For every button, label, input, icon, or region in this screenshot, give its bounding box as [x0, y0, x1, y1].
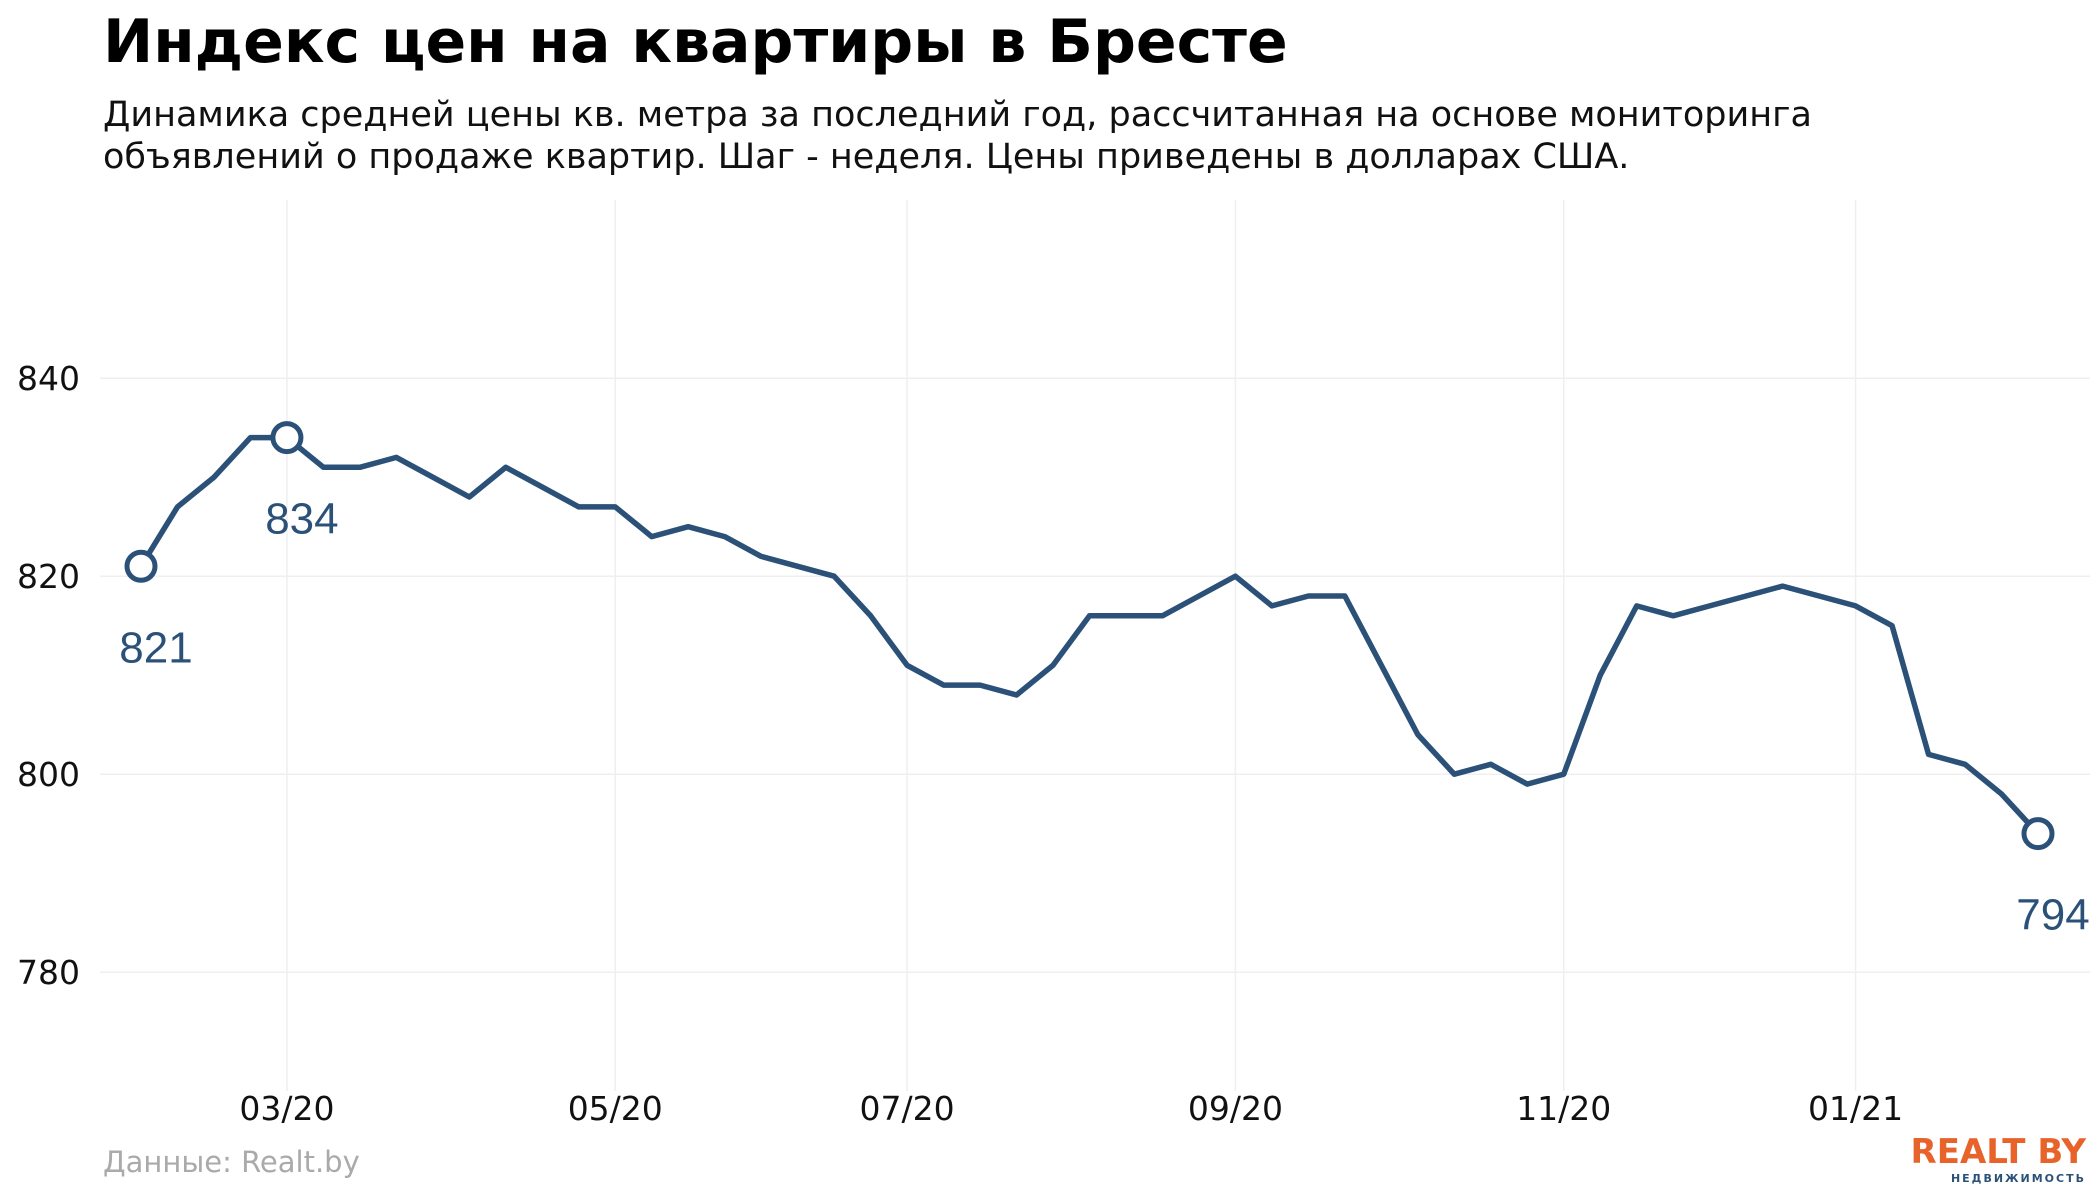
source: Данные: Realt.by — [103, 1145, 360, 1179]
x-tick-label: 07/20 — [860, 1089, 955, 1128]
x-tick-label: 09/20 — [1188, 1089, 1283, 1128]
chart-title: Индекс цен на квартиры в Бресте — [103, 7, 1288, 77]
chart-subtitle: Динамика средней цены кв. метра за после… — [103, 95, 1812, 135]
data-label: 821 — [119, 623, 192, 672]
y-tick-label: 780 — [17, 953, 80, 992]
y-tick-label: 820 — [17, 557, 80, 596]
data-label: 834 — [265, 495, 338, 544]
logo-subtext: НЕДВИЖИМОСТЬ — [1951, 1172, 2086, 1185]
point-marker — [124, 549, 158, 583]
y-tick-label: 800 — [17, 755, 80, 794]
data-label: 794 — [2016, 891, 2089, 940]
logo: REALT BY — [1911, 1132, 2087, 1172]
y-tick-label: 840 — [17, 359, 80, 398]
x-tick-label: 03/20 — [239, 1089, 334, 1128]
point-marker — [2021, 817, 2055, 851]
x-tick-label: 01/21 — [1808, 1089, 1903, 1128]
chart-subtitle: объявлений о продаже квартир. Шаг - неде… — [103, 137, 1629, 177]
line — [138, 434, 2041, 836]
point-marker — [270, 421, 304, 455]
x-tick-label: 11/20 — [1516, 1089, 1611, 1128]
x-tick-label: 05/20 — [568, 1089, 663, 1128]
